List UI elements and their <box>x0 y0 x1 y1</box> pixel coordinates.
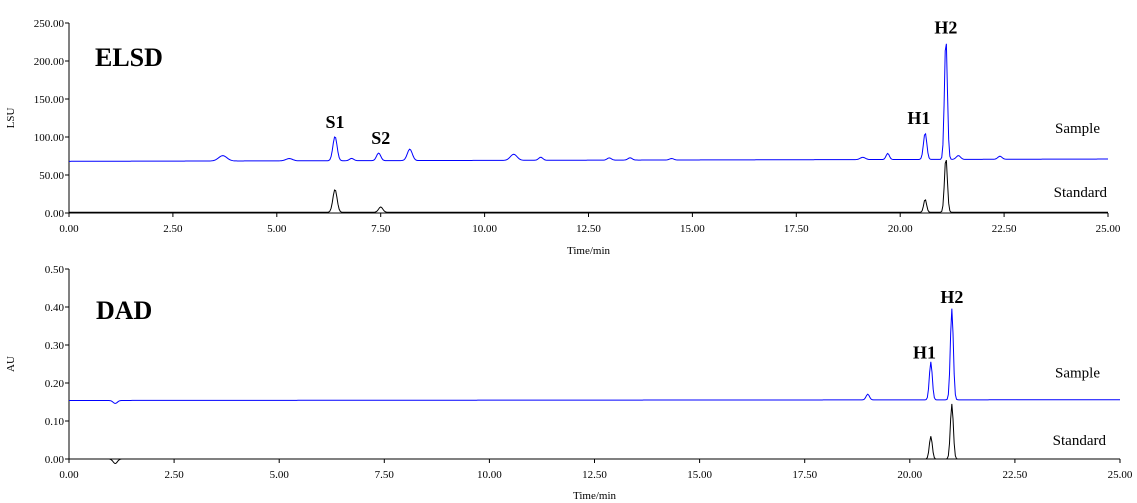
peak-label: H1 <box>913 342 936 362</box>
panel-title: ELSD <box>95 43 163 72</box>
peak-label: H2 <box>934 18 957 38</box>
dad-panel: 0.00 0.10 0.20 0.30 0.40 0.50 0.00 2.50 5.00 7.50… <box>5 264 1133 502</box>
peak-label: S2 <box>371 128 390 148</box>
series-line-sample <box>69 308 1120 404</box>
x-tick-label: 5.00 <box>270 469 290 481</box>
y-axis-title: AU <box>5 356 17 372</box>
series-label-sample: Sample <box>1055 366 1100 382</box>
x-axis-title: Time/min <box>567 245 610 257</box>
x-tick-label: 15.00 <box>687 469 712 481</box>
y-tick-label: 200.00 <box>34 56 65 68</box>
x-tick-label: 20.00 <box>888 223 913 235</box>
y-tick-label: 100.00 <box>34 132 65 144</box>
panel-title: DAD <box>96 296 152 325</box>
x-tick-label: 15.00 <box>680 223 705 235</box>
peak-label: S1 <box>325 112 344 132</box>
y-tick-label: 0.10 <box>45 416 65 428</box>
y-tick-label: 0.50 <box>45 264 65 276</box>
series-label-sample: Sample <box>1055 121 1100 137</box>
y-tick-label: 150.00 <box>34 94 65 106</box>
x-tick-label: 20.00 <box>897 469 922 481</box>
peak-label: H1 <box>907 108 930 128</box>
x-tick-label: 22.50 <box>992 223 1017 235</box>
x-tick-label: 0.00 <box>59 223 79 235</box>
y-tick-label: 50.00 <box>39 170 64 182</box>
x-tick-label: 2.50 <box>163 223 183 235</box>
y-tick-label: 0.20 <box>45 378 65 390</box>
y-axis-title: LSU <box>5 108 17 129</box>
x-tick-label: 12.50 <box>582 469 607 481</box>
elsd-panel: 0.00 50.00 100.00 150.00 200.00 250.00 0.00 2.5… <box>5 18 1121 257</box>
series-label-standard: Standard <box>1054 185 1108 201</box>
x-tick-label: 17.50 <box>784 223 809 235</box>
peak-label: H2 <box>940 287 963 307</box>
x-tick-label: 10.00 <box>472 223 497 235</box>
x-tick-label: 10.00 <box>477 469 502 481</box>
x-tick-label: 12.50 <box>576 223 601 235</box>
x-tick-label: 0.00 <box>59 469 79 481</box>
x-tick-label: 25.00 <box>1108 469 1133 481</box>
x-tick-label: 7.50 <box>371 223 391 235</box>
x-tick-label: 22.50 <box>1003 469 1028 481</box>
x-tick-label: 2.50 <box>164 469 184 481</box>
x-tick-label: 7.50 <box>375 469 395 481</box>
series-line-sample <box>69 43 1108 162</box>
x-tick-label: 25.00 <box>1096 223 1121 235</box>
x-tick-label: 5.00 <box>267 223 287 235</box>
y-tick-label: 0.00 <box>45 208 65 220</box>
y-tick-label: 250.00 <box>34 18 65 30</box>
x-axis-title: Time/min <box>573 490 616 502</box>
series-line-standard <box>69 403 1120 464</box>
y-tick-label: 0.30 <box>45 340 65 352</box>
x-tick-label: 17.50 <box>792 469 817 481</box>
y-tick-label: 0.00 <box>45 454 65 466</box>
y-tick-label: 0.40 <box>45 302 65 314</box>
series-label-standard: Standard <box>1053 433 1107 449</box>
series-line-standard <box>69 160 1108 213</box>
